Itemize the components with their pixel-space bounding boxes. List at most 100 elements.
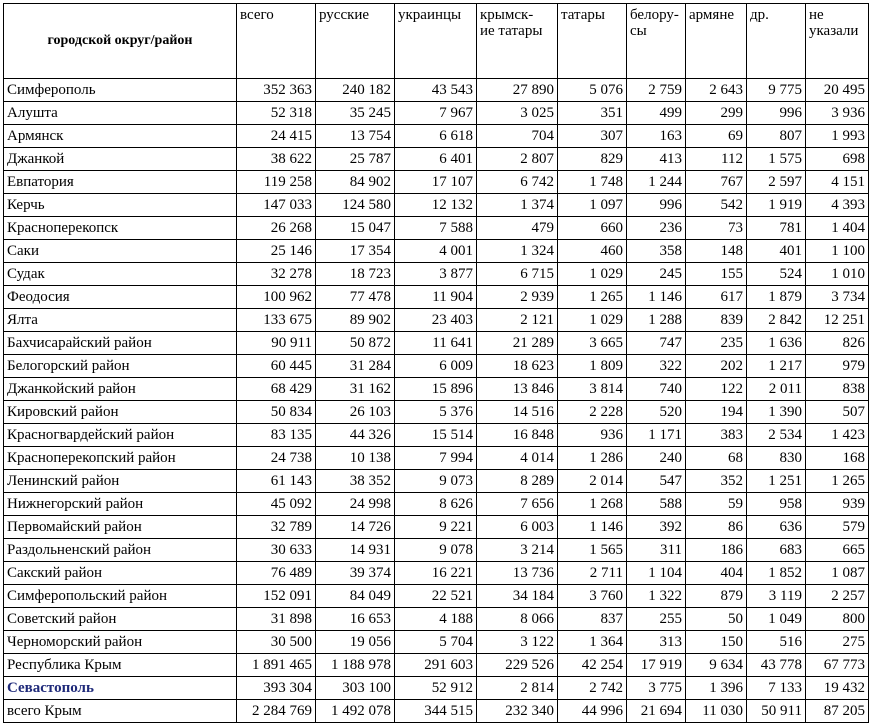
population-cell: 299: [685, 101, 747, 125]
population-cell: 240: [626, 446, 686, 470]
population-cell: 1 251: [746, 469, 806, 493]
population-cell: 68: [685, 446, 747, 470]
population-cell: 660: [557, 216, 627, 240]
table-row: Феодосия 100 962 77 478 11 904 2 939 1 265 1 1…: [3, 285, 869, 309]
population-cell: 1 879: [746, 285, 806, 309]
population-cell: 112: [685, 147, 747, 171]
table-row: Керчь 147 033 124 580 12 132 1 374 1 097 996 54…: [3, 193, 869, 217]
population-cell: 2 257: [805, 584, 869, 608]
population-cell: 11 030: [685, 699, 747, 723]
region-name: Красноперекопск: [3, 216, 237, 240]
population-cell: 7 967: [394, 101, 477, 125]
population-cell: 32 789: [236, 515, 316, 539]
population-cell: 16 848: [476, 423, 558, 447]
population-cell: 89 902: [315, 308, 395, 332]
table-row: Ленинский район 61 143 38 352 9 073 8 289 2 0…: [3, 469, 869, 493]
population-cell: 313: [626, 630, 686, 654]
population-cell: 1 049: [746, 607, 806, 631]
population-cell: 52 318: [236, 101, 316, 125]
table-row: Советский район 31 898 16 653 4 188 8 066 837…: [3, 607, 869, 631]
population-cell: 14 726: [315, 515, 395, 539]
population-cell: 1 404: [805, 216, 869, 240]
population-cell: 1 919: [746, 193, 806, 217]
population-cell: 698: [805, 147, 869, 171]
population-cell: 499: [626, 101, 686, 125]
region-name: Ленинский район: [3, 469, 237, 493]
population-cell: 147 033: [236, 193, 316, 217]
population-cell: 25 146: [236, 239, 316, 263]
population-cell: 7 588: [394, 216, 477, 240]
table-row: Симферопольский район 152 091 84 049 22 521…: [3, 584, 869, 608]
population-cell: 1 171: [626, 423, 686, 447]
region-name: Нижнегорский район: [3, 492, 237, 516]
population-cell: 2 121: [476, 308, 558, 332]
population-cell: 2 597: [746, 170, 806, 194]
column-header: всего: [236, 3, 316, 79]
population-cell: 23 403: [394, 308, 477, 332]
population-cell: 358: [626, 239, 686, 263]
region-name: Армянск: [3, 124, 237, 148]
population-cell: 86: [685, 515, 747, 539]
region-name: Советский район: [3, 607, 237, 631]
population-cell: 3 760: [557, 584, 627, 608]
population-cell: 50 911: [746, 699, 806, 723]
population-cell: 2 014: [557, 469, 627, 493]
population-cell: 6 401: [394, 147, 477, 171]
population-cell: 42 254: [557, 653, 627, 677]
population-cell: 7 656: [476, 492, 558, 516]
population-cell: 1 104: [626, 561, 686, 585]
population-cell: 19 432: [805, 676, 869, 700]
column-header: украинцы: [394, 3, 477, 79]
column-header: белору- сы: [626, 3, 686, 79]
population-cell: 996: [626, 193, 686, 217]
population-cell: 15 514: [394, 423, 477, 447]
population-cell: 1 492 078: [315, 699, 395, 723]
region-name: Республика Крым: [3, 653, 237, 677]
population-cell: 8 289: [476, 469, 558, 493]
population-cell: 5 076: [557, 78, 627, 102]
population-cell: 516: [746, 630, 806, 654]
population-cell: 26 268: [236, 216, 316, 240]
table-row: Саки 25 146 17 354 4 001 1 324 460 358 148 401 1 …: [3, 239, 869, 263]
population-cell: 232 340: [476, 699, 558, 723]
population-cell: 202: [685, 354, 747, 378]
table-row: Джанкойский район 68 429 31 162 15 896 13 84…: [3, 377, 869, 401]
population-cell: 3 119: [746, 584, 806, 608]
population-cell: 9 073: [394, 469, 477, 493]
population-cell: 1 029: [557, 308, 627, 332]
population-cell: 21 289: [476, 331, 558, 355]
population-cell: 133 675: [236, 308, 316, 332]
population-cell: 1 087: [805, 561, 869, 585]
population-cell: 6 618: [394, 124, 477, 148]
population-cell: 155: [685, 262, 747, 286]
population-cell: 90 911: [236, 331, 316, 355]
population-cell: 13 736: [476, 561, 558, 585]
population-cell: 122: [685, 377, 747, 401]
population-cell: 2 807: [476, 147, 558, 171]
population-cell: 479: [476, 216, 558, 240]
population-cell: 393 304: [236, 676, 316, 700]
population-cell: 24 738: [236, 446, 316, 470]
population-cell: 3 025: [476, 101, 558, 125]
population-cell: 4 393: [805, 193, 869, 217]
population-cell: 50 872: [315, 331, 395, 355]
population-cell: 44 996: [557, 699, 627, 723]
population-cell: 617: [685, 285, 747, 309]
population-cell: 16 653: [315, 607, 395, 631]
region-name: Джанкойский район: [3, 377, 237, 401]
population-cell: 807: [746, 124, 806, 148]
population-cell: 275: [805, 630, 869, 654]
population-cell: 1 390: [746, 400, 806, 424]
population-cell: 60 445: [236, 354, 316, 378]
population-cell: 4 001: [394, 239, 477, 263]
population-cell: 1 244: [626, 170, 686, 194]
population-cell: 38 352: [315, 469, 395, 493]
population-cell: 35 245: [315, 101, 395, 125]
region-name: Раздольненский район: [3, 538, 237, 562]
population-cell: 1 324: [476, 239, 558, 263]
table-row: Симферополь 352 363 240 182 43 543 27 890 5 0…: [3, 78, 869, 102]
population-cell: 781: [746, 216, 806, 240]
population-cell: 392: [626, 515, 686, 539]
population-cell: 19 056: [315, 630, 395, 654]
